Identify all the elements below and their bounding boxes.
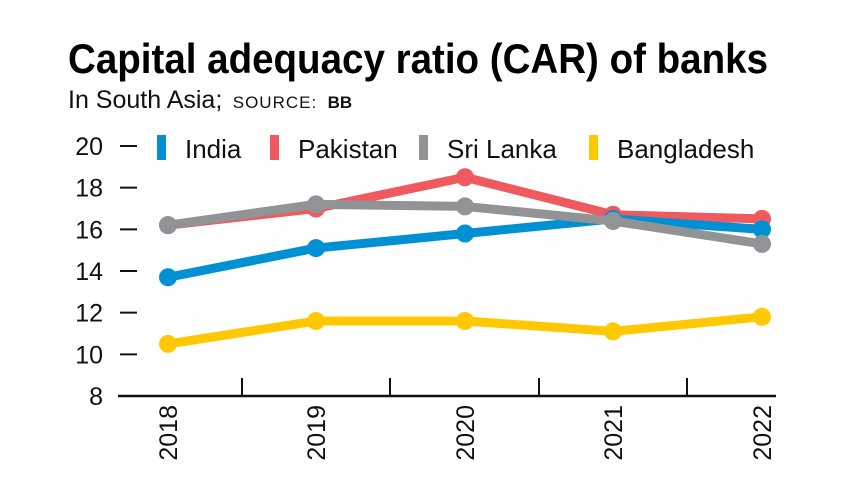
data-point xyxy=(456,224,474,243)
x-tick-label: 2019 xyxy=(303,405,331,461)
y-tick-label: 18 xyxy=(75,175,103,203)
data-point xyxy=(159,268,177,287)
y-tick-label: 12 xyxy=(75,300,103,328)
data-point xyxy=(753,234,771,253)
x-tick-label: 2018 xyxy=(155,405,183,461)
legend-label: Bangladesh xyxy=(617,134,754,164)
data-point xyxy=(159,334,177,353)
legend-swatch xyxy=(589,135,598,160)
data-point xyxy=(604,212,622,230)
legend-swatch xyxy=(270,135,279,160)
legend-label: Sri Lanka xyxy=(447,134,557,164)
legend-label: Pakistan xyxy=(298,134,398,164)
legend-swatch xyxy=(157,135,166,160)
x-tick-label: 2021 xyxy=(600,405,628,461)
data-point xyxy=(159,216,177,235)
legend-swatch xyxy=(419,135,428,160)
data-point xyxy=(307,312,325,330)
x-tick-label: 2022 xyxy=(749,405,777,461)
chart-subtitle: In South Asia; SOURCE: BB xyxy=(68,86,352,114)
legend-label: India xyxy=(185,134,242,164)
y-tick-label: 8 xyxy=(89,383,103,411)
source-value: BB xyxy=(328,93,353,112)
series-sri-lanka xyxy=(159,195,771,253)
data-point xyxy=(753,307,771,326)
source-label: SOURCE: xyxy=(233,93,317,112)
y-tick-label: 10 xyxy=(75,341,103,369)
chart-title: Capital adequacy ratio (CAR) of banks xyxy=(68,35,768,82)
y-tick-label: 20 xyxy=(75,133,103,161)
data-point xyxy=(753,220,771,239)
data-point xyxy=(456,168,474,187)
data-point xyxy=(307,195,325,214)
x-tick-label: 2020 xyxy=(452,405,480,461)
y-tick-label: 16 xyxy=(75,216,103,244)
data-point xyxy=(307,239,325,258)
data-point xyxy=(604,322,622,341)
data-point xyxy=(456,312,474,330)
y-tick-label: 14 xyxy=(75,258,103,286)
series-india xyxy=(159,209,771,287)
data-point xyxy=(456,197,474,216)
subtitle-text: In South Asia; xyxy=(68,86,222,114)
series-bangladesh xyxy=(159,307,771,353)
